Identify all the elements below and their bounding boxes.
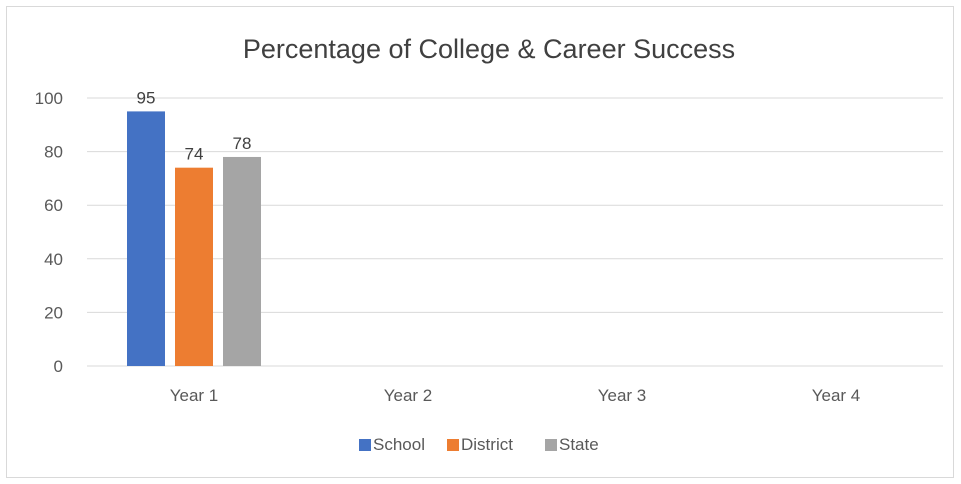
y-axis: 0 20 40 60 80 100 [35, 89, 63, 376]
y-tick-label: 20 [44, 303, 63, 322]
legend-label: School [373, 435, 425, 454]
gridlines [87, 97, 943, 367]
bar-school [127, 111, 165, 367]
x-tick-label: Year 2 [384, 386, 433, 405]
legend-swatch [359, 439, 371, 451]
x-tick-label: Year 3 [598, 386, 647, 405]
legend-item-school: School [359, 435, 425, 454]
x-axis: Year 1 Year 2 Year 3 Year 4 [170, 386, 861, 405]
data-label: 95 [137, 88, 156, 107]
data-label: 78 [233, 134, 252, 153]
y-tick-label: 0 [54, 357, 63, 376]
bars: 95 74 78 [127, 88, 261, 367]
bar-district [175, 167, 213, 366]
legend-swatch [545, 439, 557, 451]
legend-label: State [559, 435, 599, 454]
legend-item-district: District [447, 435, 513, 454]
bar-state [223, 156, 261, 366]
y-tick-label: 100 [35, 89, 63, 108]
y-tick-label: 40 [44, 250, 63, 269]
legend: School District State [359, 435, 599, 454]
x-tick-label: Year 4 [812, 386, 861, 405]
legend-label: District [461, 435, 513, 454]
x-tick-label: Year 1 [170, 386, 219, 405]
legend-swatch [447, 439, 459, 451]
y-tick-label: 80 [44, 143, 63, 162]
legend-item-state: State [545, 435, 599, 454]
data-label: 74 [185, 145, 204, 164]
y-tick-label: 60 [44, 196, 63, 215]
chart-title: Percentage of College & Career Success [243, 34, 735, 64]
